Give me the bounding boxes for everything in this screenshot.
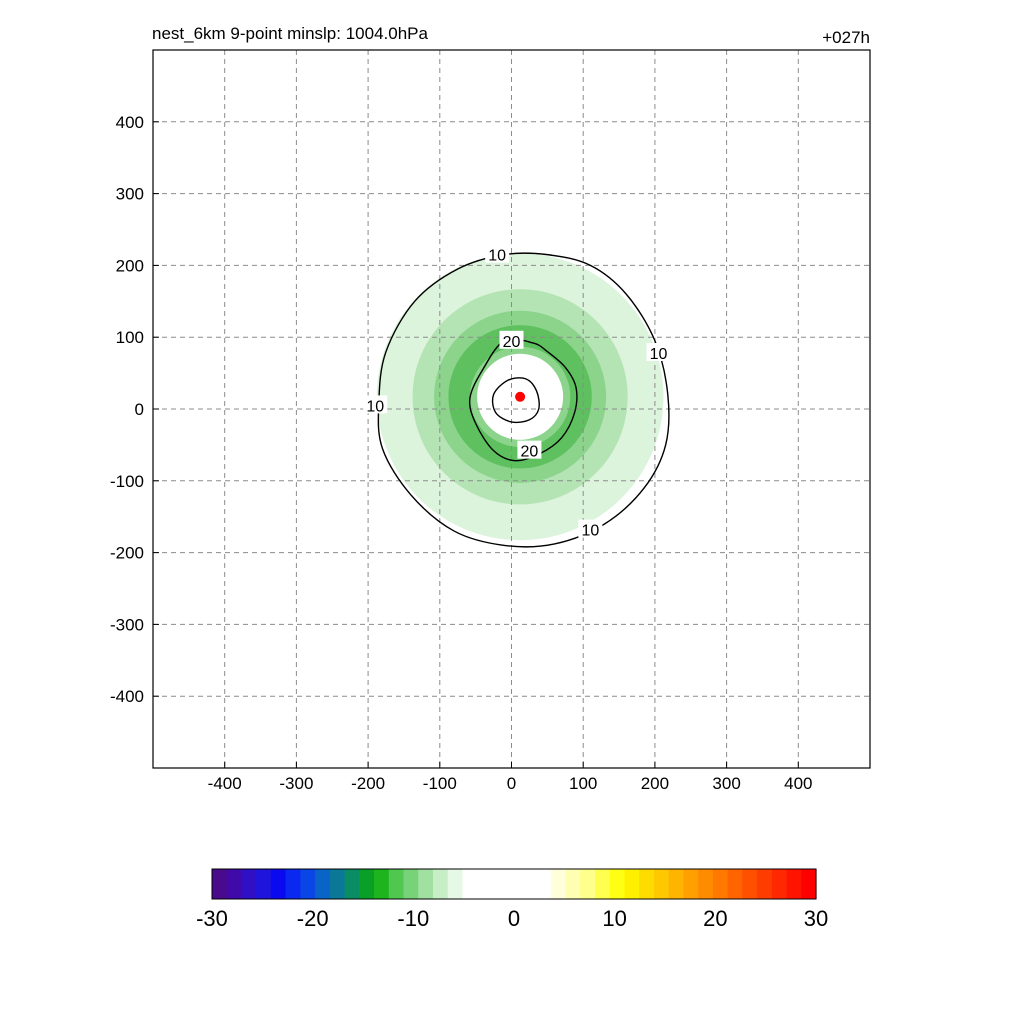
colorbar-label: -10 — [397, 906, 429, 931]
contour-label-bg — [499, 330, 524, 349]
contour-label: 20 — [503, 334, 521, 351]
colorbar-cell — [447, 869, 464, 899]
plot-frame — [152, 49, 871, 769]
colorbar-cell — [256, 869, 272, 899]
colorbar-cell — [374, 869, 390, 899]
colorbar-label: -30 — [196, 906, 228, 931]
colorbar: -30 -20 -10 0 10 20 30 — [196, 868, 828, 931]
contour-lines: 10 10 10 10 20 20 — [363, 244, 671, 548]
colorbar-cell — [653, 869, 670, 899]
colorbar-cell — [609, 869, 626, 899]
contour-label: 10 — [488, 248, 506, 265]
x-tick-label: -400 — [208, 774, 242, 793]
y-tick-label: 0 — [135, 400, 144, 419]
colorbar-cell — [536, 869, 552, 899]
storm-center-marker — [515, 391, 526, 402]
colorbar-cell — [403, 869, 419, 899]
grid-lines — [153, 50, 870, 768]
x-tick-label: 400 — [784, 774, 812, 793]
contour-label-bg — [646, 342, 671, 361]
colorbar-cell — [241, 869, 257, 899]
colorbar-cell — [506, 869, 522, 899]
x-tick-label: 100 — [569, 774, 597, 793]
contour-label: 10 — [366, 398, 384, 415]
colorbar-cell — [550, 869, 567, 899]
x-axis-ticks: -400 -300 -200 -100 0 100 200 300 400 — [208, 762, 812, 793]
contour-label: 10 — [581, 523, 599, 540]
y-tick-label: 100 — [116, 328, 144, 347]
x-tick-label: 300 — [712, 774, 740, 793]
colorbar-label: 20 — [703, 906, 727, 931]
contour-label-bg — [485, 244, 510, 263]
contour-label: 10 — [650, 346, 668, 363]
colorbar-cell — [329, 869, 346, 899]
y-tick-label: -400 — [110, 687, 144, 706]
colorbar-cell — [300, 869, 316, 899]
colorbar-label: 10 — [602, 906, 626, 931]
colorbar-cell — [712, 869, 729, 899]
colorbar-cell — [521, 869, 537, 899]
y-tick-label: -300 — [110, 615, 144, 634]
colorbar-cell — [226, 869, 243, 899]
contour-label: 20 — [521, 444, 539, 461]
contour-label-bg — [517, 440, 542, 459]
x-tick-label: -200 — [351, 774, 385, 793]
colorbar-cell — [786, 869, 802, 899]
colorbar-cell — [727, 869, 743, 899]
y-axis-ticks: 400 300 200 100 0 -100 -200 -300 -400 — [110, 113, 159, 706]
colorbar-cell — [270, 869, 287, 899]
colorbar-cell — [432, 869, 449, 899]
y-tick-label: 400 — [116, 113, 144, 132]
colorbar-label: -20 — [297, 906, 329, 931]
shaded-field — [376, 253, 664, 541]
y-tick-label: -100 — [110, 472, 144, 491]
colorbar-label: 30 — [804, 906, 828, 931]
x-tick-label: -100 — [423, 774, 457, 793]
colorbar-cell — [344, 869, 360, 899]
x-tick-label: 200 — [641, 774, 669, 793]
y-tick-label: 300 — [116, 185, 144, 204]
colorbar-cell — [668, 869, 685, 899]
colorbar-frame — [211, 868, 817, 900]
colorbar-cell — [359, 869, 375, 899]
y-tick-label: 200 — [116, 256, 144, 275]
shaded-ring-3 — [448, 325, 592, 469]
colorbar-cell — [757, 869, 773, 899]
colorbar-cell — [388, 869, 405, 899]
colorbar-cell — [565, 869, 581, 899]
colorbar-cell — [683, 869, 699, 899]
colorbar-cell — [315, 869, 331, 899]
colorbar-cell — [624, 869, 640, 899]
colorbar-cell — [771, 869, 788, 899]
y-tick-label: -200 — [110, 544, 144, 563]
storm-center — [515, 391, 526, 402]
chart-title: nest_6km 9-point minslp: 1004.0hPa — [152, 24, 428, 43]
colorbar-labels: -30 -20 -10 0 10 20 30 — [196, 906, 828, 931]
x-tick-label: 0 — [507, 774, 516, 793]
colorbar-cell — [462, 869, 478, 899]
colorbar-cell — [698, 869, 714, 899]
time-label: +027h — [822, 28, 870, 47]
contour-label-bg — [578, 519, 603, 538]
colorbar-cell — [801, 869, 817, 899]
colorbar-cell — [742, 869, 758, 899]
colorbar-cell — [639, 869, 655, 899]
contour-label-bg — [363, 395, 388, 414]
colorbar-cell — [212, 869, 228, 899]
contour-line-20 — [491, 377, 540, 424]
colorbar-cell — [491, 869, 508, 899]
x-tick-label: -300 — [279, 774, 313, 793]
colorbar-cell — [285, 869, 301, 899]
colorbar-cell — [418, 869, 434, 899]
colorbar-label: 0 — [508, 906, 520, 931]
colorbar-cell — [580, 869, 596, 899]
colorbar-cell — [595, 869, 611, 899]
contour-line-10 — [377, 252, 670, 548]
colorbar-cell — [477, 869, 493, 899]
contour-line-20 — [468, 338, 578, 462]
colorbar-cells — [212, 869, 817, 899]
